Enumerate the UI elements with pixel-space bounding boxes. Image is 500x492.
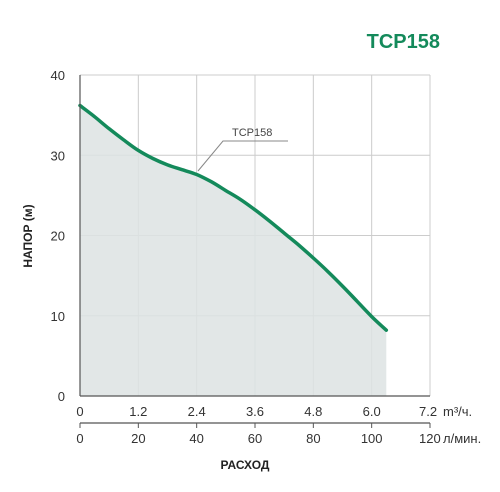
annotation-label: TCP158 (232, 127, 272, 139)
x-tick-label-secondary: 60 (248, 431, 262, 446)
series-annotation: TCP158 (197, 127, 288, 172)
x-tick-label-primary: 2.4 (188, 404, 206, 419)
annotation-leader-line (197, 140, 288, 172)
x-tick-label-primary: 4.8 (304, 404, 322, 419)
x-axis-title: РАСХОД (221, 458, 270, 472)
x-tick-label-secondary: 100 (361, 431, 383, 446)
x-tick-label-secondary: 120 (419, 431, 441, 446)
x-axis-unit-secondary: л/мин. (443, 431, 481, 446)
y-tick-label: 30 (51, 148, 65, 163)
x-tick-label-secondary: 80 (306, 431, 320, 446)
series-area-fill (80, 105, 387, 396)
chart-title: TCP158 (367, 31, 440, 53)
x-tick-label-secondary: 20 (131, 431, 145, 446)
x-tick-label-primary: 1.2 (129, 404, 147, 419)
x-tick-label-primary: 3.6 (246, 404, 264, 419)
x-tick-label-primary: 6.0 (363, 404, 381, 419)
x-tick-label-primary: 0 (76, 404, 83, 419)
y-tick-label: 40 (51, 68, 65, 83)
x-tick-labels-secondary: 0 20 40 60 80 100 120 л/мин. (76, 431, 481, 446)
y-tick-labels: 0 10 20 30 40 (51, 68, 65, 404)
x-tick-label-secondary: 40 (189, 431, 203, 446)
x-tick-labels-primary: 0 1.2 2.4 3.6 4.8 6.0 7.2 m³/ч. (76, 404, 472, 419)
x-tick-label-primary: 7.2 (419, 404, 437, 419)
series-line (78, 103, 389, 332)
axes (79, 75, 431, 428)
x-tick-label-secondary: 0 (76, 431, 83, 446)
x-axis-unit-primary: m³/ч. (443, 404, 472, 419)
y-tick-label: 0 (58, 389, 65, 404)
y-axis-title: НАПОР (м) (21, 204, 35, 267)
y-tick-label: 10 (51, 309, 65, 324)
y-tick-label: 20 (51, 229, 65, 244)
